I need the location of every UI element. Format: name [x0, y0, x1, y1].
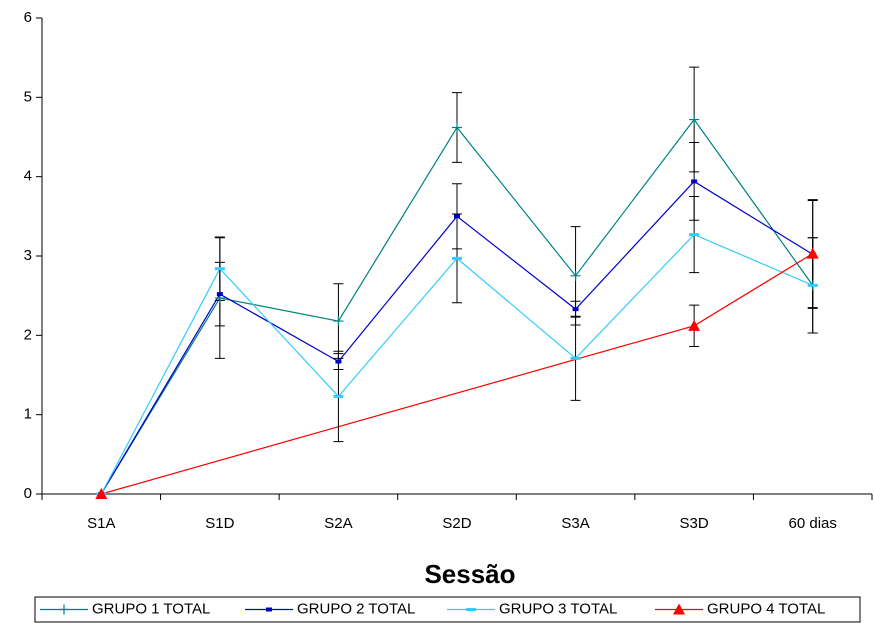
marker [691, 179, 698, 184]
y-tick-label: 4 [24, 168, 32, 185]
legend-label: GRUPO 3 TOTAL [499, 600, 617, 617]
marker [452, 256, 462, 260]
marker [454, 214, 460, 219]
marker [333, 316, 344, 327]
x-tick-label: S3A [561, 515, 589, 532]
legend-label: GRUPO 2 TOTAL [297, 600, 415, 617]
y-tick-label: 5 [24, 88, 32, 105]
y-tick-label: 2 [24, 326, 32, 343]
marker [689, 233, 700, 237]
legend-box [34, 596, 861, 623]
x-tick-label: S2D [442, 515, 471, 532]
y-tick-label: 1 [24, 406, 32, 423]
legend-label: GRUPO 1 TOTAL [92, 600, 210, 617]
marker [689, 114, 700, 125]
x-axis-label: Sessão [424, 559, 515, 589]
legend-marker [673, 603, 685, 615]
x-tick-label: S1D [205, 515, 234, 532]
legend-label: GRUPO 4 TOTAL [707, 600, 825, 617]
marker [570, 356, 581, 360]
y-tick-label: 6 [24, 9, 32, 26]
legend-marker [59, 604, 69, 615]
legend-marker [266, 607, 272, 612]
marker [214, 267, 225, 271]
marker [452, 122, 462, 133]
x-tick-label: S1A [87, 515, 115, 532]
legend-marker [466, 608, 476, 611]
y-tick-label: 0 [24, 485, 32, 502]
series-line [100, 118, 814, 495]
marker [807, 283, 818, 287]
marker [95, 488, 108, 499]
x-tick-label: S2A [324, 515, 352, 532]
marker [688, 319, 701, 331]
x-tick-label: 60 dias [789, 515, 837, 532]
marker [335, 359, 342, 364]
marker [333, 394, 344, 398]
x-tick-label: S3D [680, 515, 709, 532]
marker [216, 292, 223, 297]
marker [570, 270, 581, 281]
marker [572, 307, 579, 312]
marker [806, 247, 819, 259]
y-tick-label: 3 [24, 247, 32, 264]
